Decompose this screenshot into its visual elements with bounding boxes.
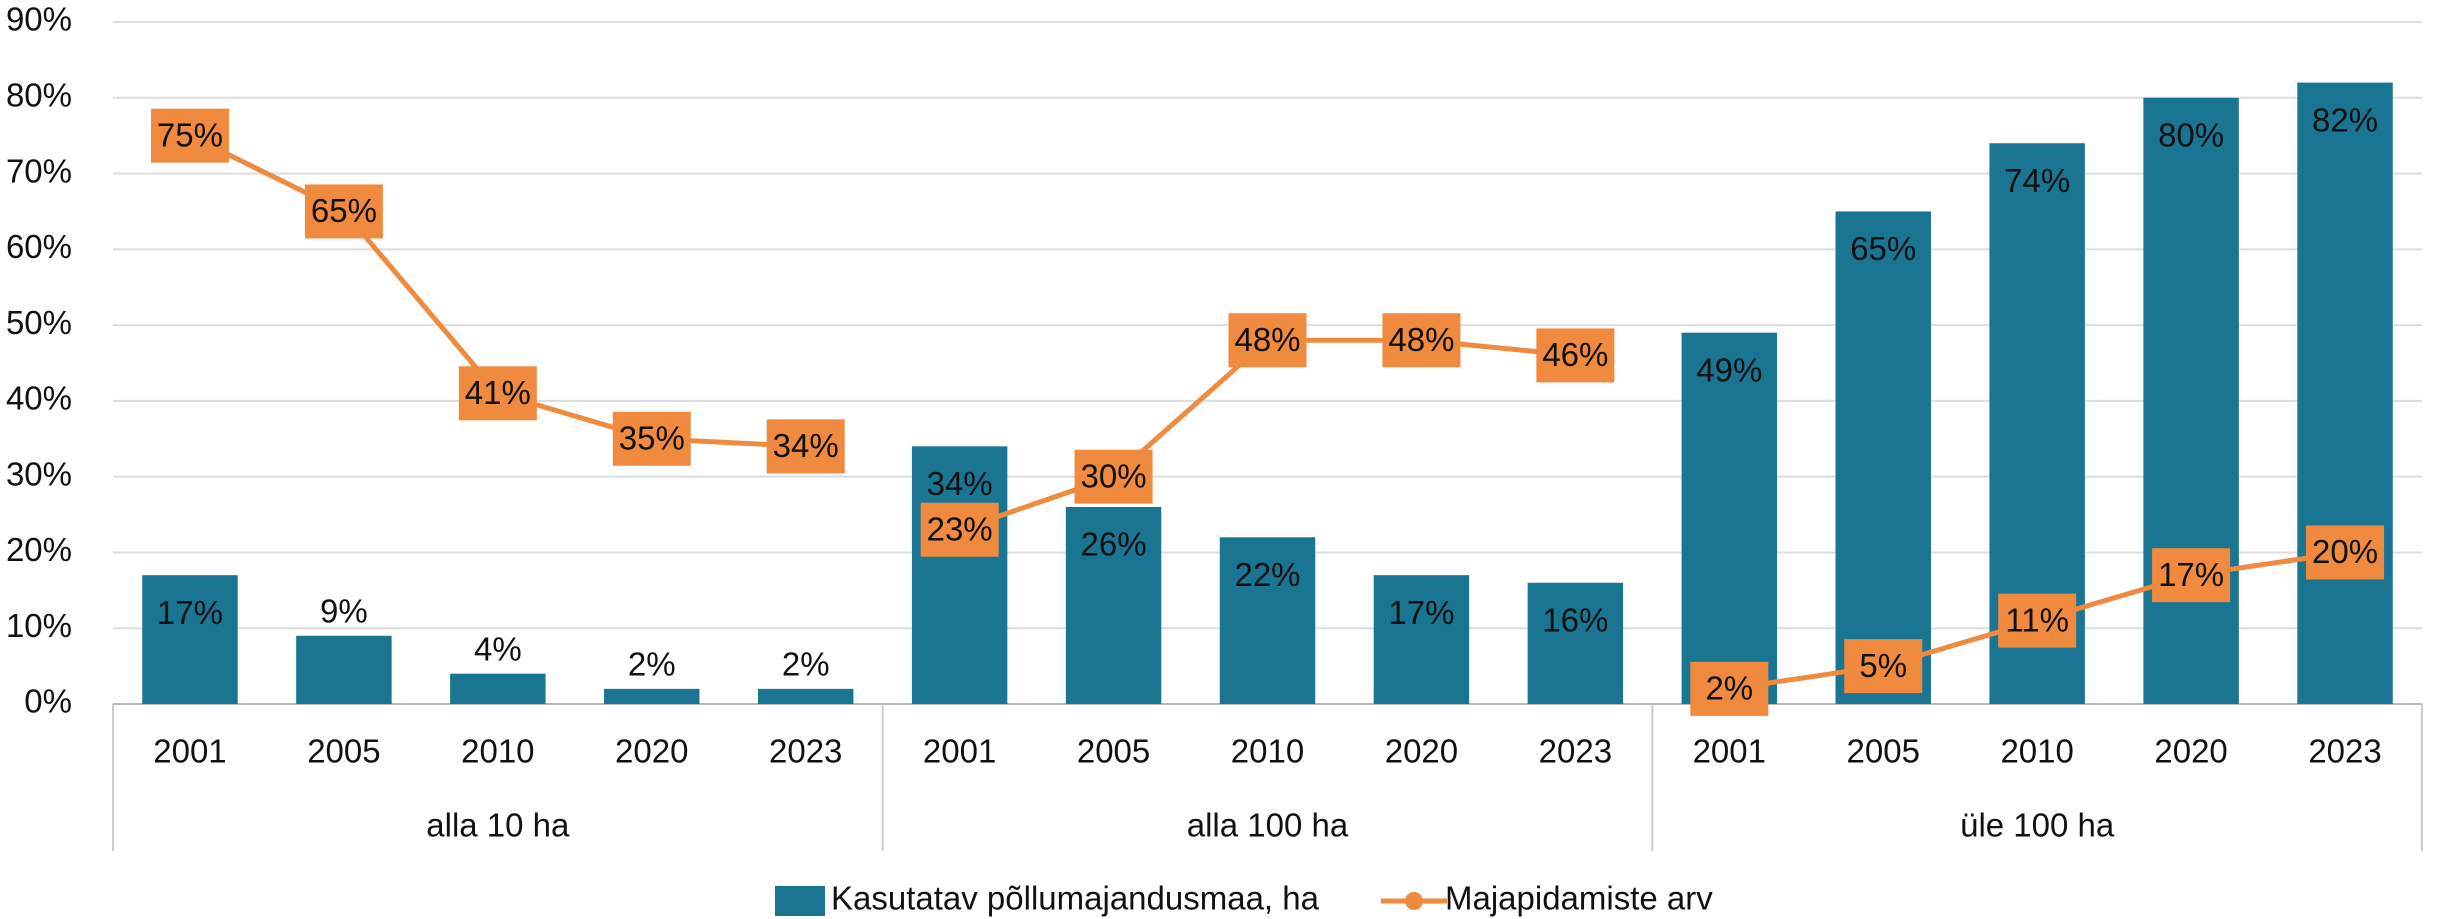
legend-marker [1404,892,1423,910]
line-value-label: 11% [2005,601,2069,638]
bar-value-label: 65% [1850,230,1916,267]
line-value-label: 34% [773,427,839,464]
line-label-box [1844,639,1923,694]
bar [450,673,546,704]
line-value-label: 41% [465,374,531,411]
line-value-label: 46% [1542,336,1608,373]
y-tick-label: 60% [6,228,72,265]
group-label: alla 10 ha [426,807,570,844]
x-tick-label: 2001 [153,733,226,770]
x-tick-label: 2020 [615,733,688,770]
line-value-label: 2% [1705,670,1753,707]
line-label-box [1228,313,1307,368]
group-label: alla 100 ha [1187,807,1349,844]
bar-value-label: 34% [927,465,993,502]
line-label-box [304,184,383,239]
bar-value-label: 17% [157,594,223,631]
legend-label: Majapidamiste arv [1445,880,1713,917]
line-value-label: 65% [311,192,377,229]
y-tick-label: 30% [6,455,72,492]
bar [911,446,1008,704]
line-value-label: 30% [1081,457,1147,494]
line-label-box [1536,328,1615,383]
line-value-label: 5% [1859,647,1907,684]
line-value-label: 48% [1234,321,1300,358]
line [958,337,1576,533]
bar [757,688,854,704]
y-tick-label: 0% [24,683,72,720]
line-value-label: 48% [1388,321,1454,358]
bar [1065,506,1162,704]
bar-value-label: 22% [1234,556,1300,593]
line-value-label: 23% [927,510,993,547]
bar-value-label: 80% [2158,116,2224,153]
bar-value-label: 2% [628,646,676,683]
x-tick-label: 2023 [1539,733,1612,770]
bar [142,575,238,704]
line-value-label: 20% [2312,533,2378,570]
line-value-label: 17% [2158,556,2224,593]
bar-value-label: 49% [1696,351,1762,388]
bar-value-label: 9% [320,593,368,630]
line-value-label: 35% [619,419,685,456]
line-label-box [2152,548,2231,603]
bar-value-label: 74% [2004,162,2070,199]
x-tick-label: 2005 [1847,733,1920,770]
x-tick-label: 2001 [923,733,996,770]
line-label-box [2306,525,2385,580]
bar [296,635,392,704]
group-label: üle 100 ha [1960,807,2115,844]
legend-swatch [775,886,825,916]
y-tick-label: 20% [6,531,72,568]
bar-value-label: 2% [782,646,830,683]
x-tick-label: 2020 [2154,733,2227,770]
line-label-box [1074,449,1153,504]
line-label-box [920,502,999,557]
x-tick-label: 2010 [461,733,534,770]
bar [2143,97,2239,705]
x-tick-label: 2010 [1231,733,1304,770]
line-label-box [1690,661,1769,716]
bar [2297,82,2393,705]
y-tick-label: 80% [6,76,72,113]
y-tick-label: 10% [6,607,72,644]
bar [604,688,700,704]
bar [1219,537,1316,704]
line-value-label: 75% [157,116,223,153]
x-tick-label: 2020 [1385,733,1458,770]
x-tick-label: 2005 [1077,733,1150,770]
line-label-box [612,411,691,466]
bar [1835,211,1931,704]
bar [1373,575,1470,704]
line-label-box [458,366,537,421]
line-label-box [150,108,229,163]
bar-value-label: 16% [1542,601,1608,638]
line-label-box [1998,593,2077,648]
line-label-box [1382,313,1461,368]
y-tick-label: 90% [6,1,72,38]
line-label-box [766,419,845,474]
bar-value-label: 4% [474,630,522,667]
bar-value-label: 17% [1388,594,1454,631]
x-tick-label: 2023 [2308,733,2381,770]
y-tick-label: 70% [6,152,72,189]
y-tick-label: 40% [6,380,72,417]
bar [1681,332,1778,704]
bar [1527,582,1624,704]
legend-label: Kasutatav põllumajandusmaa, ha [831,880,1320,917]
x-tick-label: 2023 [769,733,842,770]
y-tick-label: 50% [6,304,72,341]
x-tick-label: 2010 [2000,733,2073,770]
bar-value-label: 26% [1081,526,1147,563]
bar-value-label: 82% [2312,101,2378,138]
x-tick-label: 2005 [307,733,380,770]
x-tick-label: 2001 [1693,733,1766,770]
